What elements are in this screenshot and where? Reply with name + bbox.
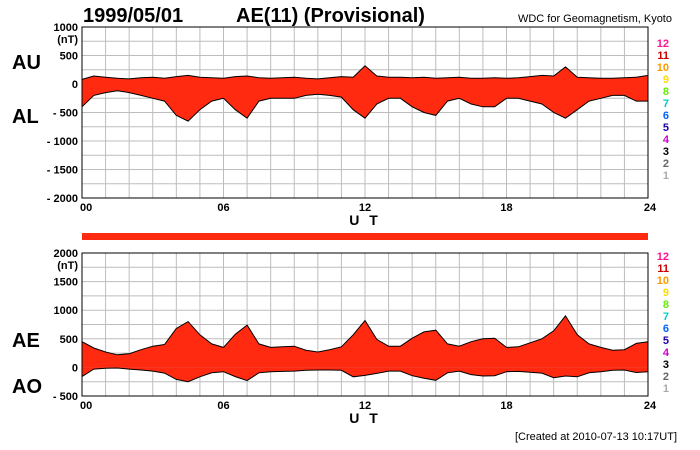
station-count-legend-item: 9 bbox=[663, 287, 669, 299]
series-label-au: AU bbox=[12, 52, 41, 74]
au-al-panel: 1000 500 0 - 500 - 1000 - 1500 - 2000 (nT) 00 06 1… bbox=[12, 22, 670, 228]
station-count-legend-item: 11 bbox=[657, 50, 669, 62]
station-count-legend-item: 2 bbox=[663, 371, 669, 383]
station-count-legend-item: 7 bbox=[663, 98, 669, 110]
station-count-legend-item: 8 bbox=[663, 86, 669, 98]
station-count-legend-item: 4 bbox=[663, 347, 670, 359]
y-tick-label: - 2000 bbox=[47, 193, 78, 205]
station-count-legend-item: 6 bbox=[663, 323, 669, 335]
series-area-au bbox=[82, 65, 648, 84]
station-count-legend-item: 5 bbox=[663, 122, 669, 134]
y-tick-label: 500 bbox=[60, 51, 78, 63]
plot-frame bbox=[81, 26, 649, 199]
series-label-al: AL bbox=[12, 106, 39, 128]
y-tick-label: 1000 bbox=[54, 22, 78, 34]
x-tick-label: 00 bbox=[80, 202, 92, 214]
x-tick-label: 12 bbox=[359, 202, 371, 214]
station-count-legend-item: 3 bbox=[663, 146, 669, 158]
station-count-legend-item: 3 bbox=[663, 359, 669, 371]
station-count-legend-item: 11 bbox=[657, 263, 669, 275]
x-tick-label: 06 bbox=[217, 202, 229, 214]
x-tick-label: 18 bbox=[500, 400, 512, 412]
y-tick-label: - 500 bbox=[53, 391, 78, 403]
station-count-legend-item: 2 bbox=[663, 158, 669, 170]
date-title: 1999/05/01 bbox=[83, 5, 183, 27]
x-tick-label: 24 bbox=[644, 400, 657, 412]
station-count-legend-item: 9 bbox=[663, 74, 669, 86]
station-count-legend-item: 10 bbox=[657, 62, 669, 74]
series-area-al bbox=[82, 84, 648, 122]
y-tick-label: 0 bbox=[72, 362, 78, 374]
y-tick-label: 0 bbox=[72, 79, 78, 91]
organization-label: WDC for Geomagnetism, Kyoto bbox=[518, 13, 672, 25]
station-count-legend-item: 1 bbox=[663, 170, 669, 182]
series-line-al bbox=[81, 90, 648, 122]
y-tick-label: - 1000 bbox=[47, 136, 78, 148]
x-tick-label: 24 bbox=[644, 202, 657, 214]
x-tick-label: 12 bbox=[359, 400, 371, 412]
series-line-ao bbox=[81, 367, 649, 383]
series-line-ae bbox=[81, 315, 649, 356]
y-tick-label: - 1500 bbox=[47, 165, 78, 177]
y-tick-label: - 500 bbox=[53, 108, 78, 120]
station-status-bar bbox=[82, 233, 648, 240]
y-tick-label: 500 bbox=[60, 334, 78, 346]
index-title: AE(11) (Provisional) bbox=[236, 5, 425, 27]
station-count-legend-item: 1 bbox=[663, 383, 669, 395]
x-tick-label: 00 bbox=[80, 400, 92, 412]
station-count-legend-item: 4 bbox=[663, 134, 670, 146]
station-count-legend-item: 8 bbox=[663, 299, 669, 311]
y-tick-label: 1500 bbox=[54, 277, 78, 289]
y-tick-label: 1000 bbox=[54, 305, 78, 317]
x-axis-label: U T bbox=[349, 410, 381, 426]
x-tick-label: 06 bbox=[217, 400, 229, 412]
station-count-legend-item: 12 bbox=[657, 38, 669, 50]
series-label-ao: AO bbox=[12, 376, 42, 398]
station-count-legend-item: 7 bbox=[663, 311, 669, 323]
series-area-ae bbox=[82, 315, 648, 368]
plot-frame bbox=[81, 252, 649, 397]
series-label-ae: AE bbox=[12, 330, 40, 352]
x-axis-label: U T bbox=[349, 212, 381, 228]
station-count-legend-item: 5 bbox=[663, 335, 669, 347]
station-count-legend-item: 6 bbox=[663, 110, 669, 122]
station-count-legend-item: 10 bbox=[657, 275, 669, 287]
station-count-legend-item: 12 bbox=[657, 251, 669, 263]
series-area-ao bbox=[82, 367, 648, 382]
series-line-au bbox=[81, 65, 649, 80]
y-tick-label: 2000 bbox=[54, 248, 78, 260]
creation-footer: [Created at 2010-07-13 10:17UT] bbox=[515, 431, 677, 443]
unit-label: (nT) bbox=[57, 34, 78, 46]
unit-label: (nT) bbox=[57, 260, 78, 272]
x-tick-label: 18 bbox=[500, 202, 512, 214]
